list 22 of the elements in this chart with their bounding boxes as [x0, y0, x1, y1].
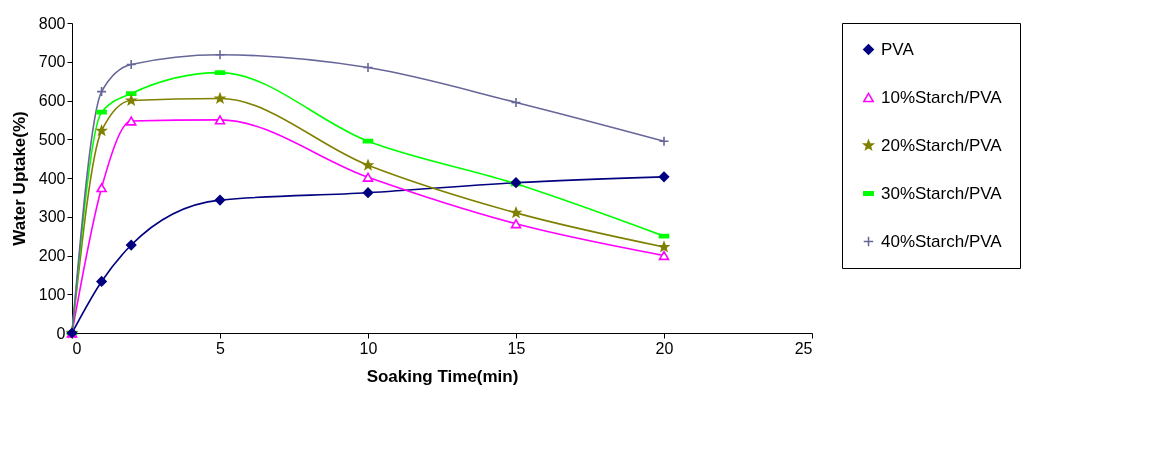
legend-label: 20%Starch/PVA	[881, 135, 1003, 155]
y-tick-label: 800	[38, 14, 66, 32]
x-tick-label: 5	[216, 339, 226, 357]
legend-label: 30%Starch/PVA	[881, 183, 1003, 203]
y-tick-label: 700	[38, 53, 66, 71]
x-tick-label: 15	[507, 339, 526, 357]
legend-label: 10%Starch/PVA	[881, 87, 1003, 107]
y-tick-label: 500	[38, 130, 66, 148]
legend-label: PVA	[881, 39, 915, 59]
y-tick-label: 300	[38, 208, 66, 226]
y-tick-label: 0	[56, 324, 66, 342]
y-tick-label: 100	[38, 285, 66, 303]
x-tick-label: 25	[794, 339, 813, 357]
x-tick-label: 0	[72, 339, 82, 357]
legend-label: 40%Starch/PVA	[881, 231, 1003, 251]
x-tick-label: 20	[655, 339, 674, 357]
y-tick-label: 200	[38, 247, 66, 264]
y-axis-title: Water Uptake(%)	[9, 111, 29, 246]
x-axis-title: Soaking Time(min)	[366, 366, 519, 386]
y-tick-label: 600	[38, 92, 66, 109]
y-tick-label: 400	[38, 169, 66, 187]
x-tick-label: 10	[359, 339, 378, 357]
